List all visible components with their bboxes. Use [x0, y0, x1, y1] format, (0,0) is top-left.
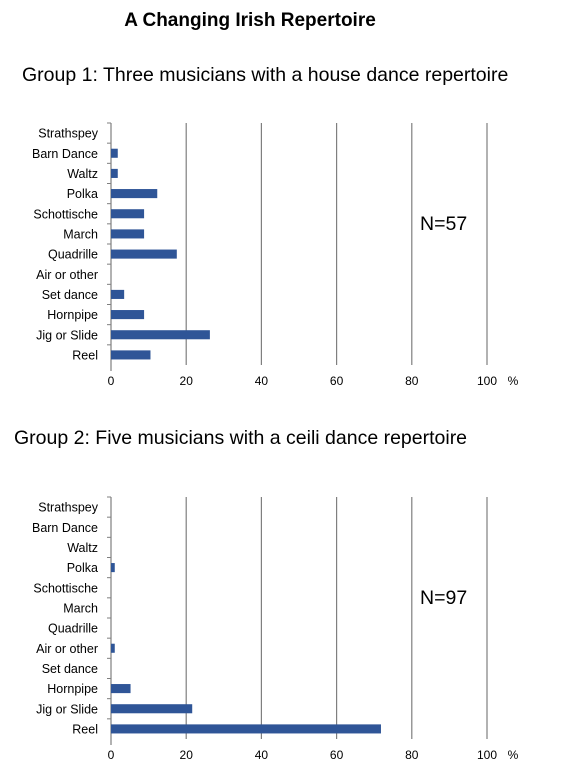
chart-1-category-label: Reel — [72, 348, 98, 362]
chart-1-category-label: Strathspey — [38, 127, 99, 141]
chart-1-category-label: Air or other — [36, 268, 98, 282]
chart-1-category-label: Barn Dance — [32, 147, 98, 161]
chart-1-x-tick-label: 60 — [330, 374, 344, 388]
chart-1-x-tick-label: 100 — [477, 374, 497, 388]
chart-1-bar-hornpipe — [111, 310, 145, 320]
chart-1-category-label: Waltz — [67, 167, 98, 181]
chart-2-category-label: Reel — [72, 722, 98, 736]
chart-1: Strathspey Barn Dance Waltz Polka Schottisch… — [32, 122, 519, 388]
chart-2-x-tick-label: 80 — [405, 748, 419, 762]
chart-2-bar-polka — [111, 563, 115, 573]
chart-1-n-annotation: N=57 — [420, 213, 467, 235]
chart-2-bar-jig-or-slide — [111, 704, 193, 714]
chart-1-bar-polka — [111, 189, 158, 199]
chart-2-category-label: Schottische — [33, 581, 98, 595]
chart-1-bar-reel — [111, 350, 151, 360]
chart-1-bar-jig-or-slide — [111, 330, 210, 340]
chart-1-category-label: Jig or Slide — [36, 328, 98, 342]
chart-2-bar-reel — [111, 724, 381, 734]
chart-2-category-label: Barn Dance — [32, 521, 98, 535]
chart-1-bar-set-dance — [111, 289, 125, 299]
chart-1-category-label: Quadrille — [48, 248, 98, 262]
chart-1-unit-label: % — [508, 374, 519, 388]
chart-1-category-label: March — [63, 227, 98, 241]
chart-2-category-label: Strathspey — [38, 501, 99, 515]
chart-2-x-tick-label: 100 — [477, 748, 497, 762]
chart-1-category-label: Polka — [67, 187, 98, 201]
chart-1-x-tick-label: 20 — [180, 374, 194, 388]
chart-1-x-tick-label: 40 — [255, 374, 269, 388]
chart-1-bar-barn-dance — [111, 148, 118, 158]
chart-2-unit-label: % — [508, 748, 519, 762]
chart-1-category-label: Set dance — [42, 288, 98, 302]
chart-1-category-label: Hornpipe — [47, 308, 98, 322]
chart-2-category-label: Jig or Slide — [36, 702, 98, 716]
chart-1-bar-quadrille — [111, 249, 177, 259]
chart-1-category-label: Schottische — [33, 207, 98, 221]
chart-2-x-tick-label: 20 — [180, 748, 194, 762]
chart-1-x-tick-label: 80 — [405, 374, 419, 388]
chart-2-category-label: March — [63, 601, 98, 615]
chart-2-title: Group 2: Five musicians with a ceili dan… — [14, 427, 468, 449]
chart-2-category-label: Set dance — [42, 662, 98, 676]
chart-2-category-label: Hornpipe — [47, 682, 98, 696]
chart-2-bar-air-or-other — [111, 643, 115, 653]
chart-1-bar-schottische — [111, 209, 145, 219]
chart-2-x-tick-label: 40 — [255, 748, 269, 762]
chart-2-n-annotation: N=97 — [420, 587, 467, 609]
chart-1-x-tick-label: 0 — [108, 374, 115, 388]
chart-1-title: Group 1: Three musicians with a house da… — [22, 64, 509, 86]
chart-2-category-label: Waltz — [67, 541, 98, 555]
chart-1-bar-waltz — [111, 168, 118, 178]
chart-1-bar-march — [111, 229, 145, 239]
chart-2-bar-hornpipe — [111, 684, 131, 694]
chart-2-category-label: Polka — [67, 561, 98, 575]
chart-2-x-tick-label: 0 — [108, 748, 115, 762]
chart-2: Strathspey Barn Dance Waltz Polka Schottisch… — [32, 496, 519, 762]
page-title: A Changing Irish Repertoire — [124, 10, 376, 31]
chart-2-x-tick-label: 60 — [330, 748, 344, 762]
chart-2-category-label: Quadrille — [48, 622, 98, 636]
chart-2-category-label: Air or other — [36, 642, 98, 656]
